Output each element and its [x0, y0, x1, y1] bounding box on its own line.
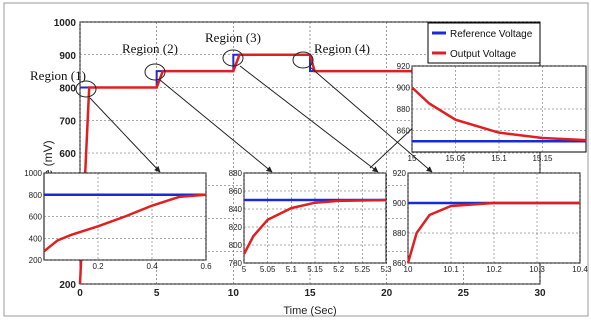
y-tick-label: 200	[59, 280, 76, 291]
x-tick-label: 0	[77, 288, 83, 299]
x-tick-label: 15	[304, 288, 316, 299]
y-tick-label: 600	[59, 149, 76, 160]
inset-x-tick-label: 15.15	[532, 154, 553, 163]
inset-y-tick-label: 880	[397, 105, 411, 114]
inset-x-tick-label: 15.1	[491, 154, 507, 163]
inset-x-tick-label: 15	[408, 154, 417, 163]
x-tick-label: 10	[228, 288, 240, 299]
region-3-label: Region (3)	[205, 30, 261, 45]
y-tick-label: 1000	[54, 18, 77, 29]
inset-region-2: 5 5.05 5.1 5.15 5.2 5.25 5.3 780 800 820 840 860 880	[229, 169, 392, 274]
inset-y-tick-label: 900	[397, 84, 411, 93]
main-series-lines	[78, 53, 540, 285]
legend-output-label: Output Voltage	[450, 49, 517, 60]
region-3-arrow	[239, 65, 379, 173]
region-4-arrow	[309, 66, 433, 173]
inset-y-tick-label: 880	[393, 229, 407, 238]
inset-x-tick-label: 10.1	[443, 265, 459, 274]
inset-y-tick-label: 800	[29, 191, 43, 200]
y-tick-label: 800	[59, 84, 76, 95]
inset-x-tick-label: 5.3	[380, 265, 392, 274]
inset-x-tick-label: 0.2	[92, 262, 104, 271]
inset-y-tick-label: 600	[29, 213, 43, 222]
inset-x-tick-label: 5.1	[286, 265, 298, 274]
inset-x-tick-label: 5.2	[333, 265, 345, 274]
inset-y-tick-label: 860	[397, 127, 411, 136]
inset-y-tick-label: 920	[393, 169, 407, 178]
y-tick-label: 700	[59, 116, 76, 127]
region-2-arrow	[159, 79, 273, 173]
region-2-label: Region (2)	[122, 41, 178, 56]
inset-output-line	[242, 198, 387, 255]
x-tick-label: 25	[458, 288, 470, 299]
inset-x-tick-label: 0.4	[146, 262, 158, 271]
inset-region-1: 0.2 0.4 0.6 200 400 600 800 1000	[24, 169, 212, 271]
inset-y-tick-label: 1000	[24, 169, 42, 178]
legend: Reference Voltage Output Voltage	[427, 22, 541, 64]
inset-x-tick-label: 10.3	[529, 265, 545, 274]
inset-x-tick-label: 15.05	[445, 154, 466, 163]
inset-x-tick-label: 5	[242, 265, 247, 274]
figure-frame	[3, 2, 589, 317]
inset-y-tick-label: 860	[229, 187, 243, 196]
x-tick-label: 20	[381, 288, 393, 299]
x-tick-label: 5	[154, 288, 160, 299]
inset-x-tick-label: 10.4	[572, 265, 588, 274]
output-voltage-line	[78, 53, 540, 285]
inset-y-tick-label: 840	[229, 205, 243, 214]
inset-output-line	[411, 86, 587, 142]
inset-x-tick-label: 10	[404, 265, 413, 274]
inset-x-tick-label: 5.25	[355, 265, 371, 274]
x-axis-label: Time (Sec)	[283, 305, 336, 317]
zoom-markers	[75, 49, 433, 173]
inset-y-tick-label: 200	[29, 256, 43, 265]
legend-reference-label: Reference Voltage	[450, 29, 533, 40]
inset-y-tick-label: 900	[393, 199, 407, 208]
region-1-circle	[75, 80, 97, 98]
region-1-label: Region (1)	[30, 68, 86, 83]
inset-x-tick-label: 10.2	[486, 265, 502, 274]
inset-y-tick-label: 880	[229, 169, 243, 178]
inset-x-tick-label: 0.6	[200, 262, 212, 271]
inset-y-tick-label: 820	[229, 223, 243, 232]
inset-y-tick-label: 800	[229, 241, 243, 250]
region-4-circle	[292, 51, 314, 69]
region-2-circle	[144, 63, 166, 81]
region-annotations: Region (1) Region (2) Region (3) Region …	[30, 30, 370, 83]
inset-y-tick-label: 860	[393, 259, 407, 268]
inset-output-line	[406, 201, 580, 264]
x-tick-label: 30	[534, 288, 546, 299]
inset-region-4: 15 15.05 15.1 15.15 860 880 900 920	[397, 62, 587, 163]
y-tick-label: 900	[59, 51, 76, 62]
region-1-arrow	[89, 97, 161, 173]
inset-x-tick-label: 5.05	[260, 265, 276, 274]
inset-region-3: 10 10.1 10.2 10.3 10.4 860 880 900 920	[393, 169, 589, 274]
inset-y-tick-label: 780	[229, 259, 243, 268]
region-4-label: Region (4)	[314, 41, 370, 56]
inset-x-tick-label: 5.15	[307, 265, 323, 274]
inset-y-tick-label: 920	[397, 62, 411, 71]
inset-y-tick-label: 400	[29, 234, 43, 243]
region-3-circle	[222, 49, 244, 67]
legend-box	[427, 22, 541, 64]
inset-output-line	[43, 193, 207, 253]
